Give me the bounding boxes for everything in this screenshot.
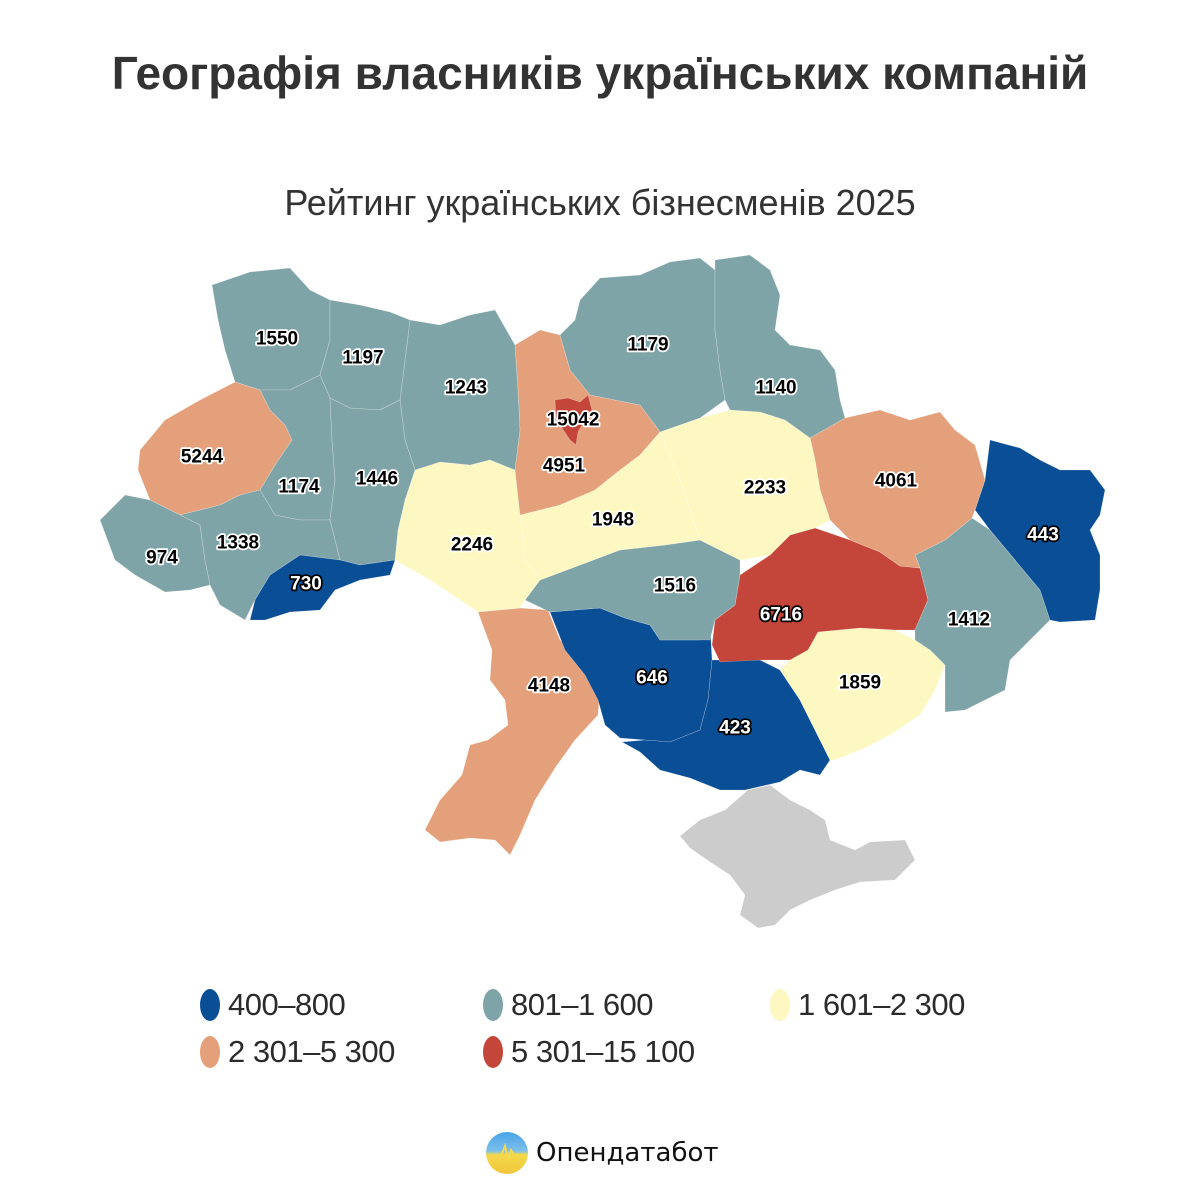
legend-item-2301-5300: 2 301–5 300 xyxy=(200,1032,395,1072)
legend-swatch-icon xyxy=(200,1036,220,1068)
region-chernihiv[interactable] xyxy=(559,257,726,433)
label-zakarpattia: 974 xyxy=(146,548,178,569)
label-donetsk: 1412 xyxy=(948,610,990,631)
label-chernivtsi: 730 xyxy=(290,574,322,595)
label-kyiv-city: 15042 xyxy=(547,410,600,431)
region-chernivtsi[interactable] xyxy=(249,554,396,621)
region-zaporizhzhia[interactable] xyxy=(779,627,946,761)
label-rivne: 1197 xyxy=(342,348,383,369)
label-khmelnytskyi: 1446 xyxy=(356,469,398,490)
label-odesa: 4148 xyxy=(528,676,570,697)
region-sumy[interactable] xyxy=(714,254,846,439)
region-dnipropetrovsk[interactable] xyxy=(711,527,929,663)
region-khmelnytskyi[interactable] xyxy=(329,397,416,566)
label-zhytomyr: 1243 xyxy=(445,378,487,399)
legend-swatch-icon xyxy=(200,989,220,1021)
legend-item-5301-15100: 5 301–15 100 xyxy=(483,1032,695,1072)
legend-swatch-icon xyxy=(483,1036,503,1068)
legend-item-1601-2300: 1 601–2 300 xyxy=(770,985,965,1025)
label-volyn: 1550 xyxy=(256,329,298,350)
legend-swatch-icon xyxy=(483,989,503,1021)
label-vinnytsia: 2246 xyxy=(451,535,493,556)
label-chernihiv: 1179 xyxy=(627,335,668,356)
legend-label: 1 601–2 300 xyxy=(798,987,965,1022)
label-poltava: 2233 xyxy=(744,478,786,499)
legend-label: 400–800 xyxy=(228,987,346,1022)
label-luhansk: 443 xyxy=(1027,525,1059,546)
legend-label: 5 301–15 100 xyxy=(511,1034,695,1069)
legend-swatch-icon xyxy=(770,989,790,1021)
label-dnipropetrovsk: 6716 xyxy=(760,605,802,626)
label-zaporizhzhia: 1859 xyxy=(839,673,881,694)
label-lviv: 5244 xyxy=(181,447,224,468)
legend-label: 2 301–5 300 xyxy=(228,1034,395,1069)
legend-item-801-1600: 801–1 600 xyxy=(483,985,654,1025)
label-ivano-frankivsk: 1338 xyxy=(217,533,259,554)
label-kyiv-oblast: 4951 xyxy=(543,456,586,477)
label-ternopil: 1174 xyxy=(278,477,320,498)
region-luhansk[interactable] xyxy=(974,439,1106,623)
region-kharkiv[interactable] xyxy=(809,409,986,569)
page-subtitle: Рейтинг українських бізнесменів 2025 xyxy=(284,182,916,223)
label-kirovohrad: 1516 xyxy=(654,576,696,597)
legend-item-400-800: 400–800 xyxy=(200,985,346,1025)
label-sumy: 1140 xyxy=(755,378,796,399)
label-kherson: 423 xyxy=(719,718,751,739)
brand-name: Опендатабот xyxy=(536,1138,719,1168)
ukraine-map: 1550 1197 1243 15042 4951 1179 1140 5244… xyxy=(99,254,1106,929)
label-kharkiv: 4061 xyxy=(875,471,918,492)
opendatabot-logo-icon xyxy=(486,1132,528,1174)
region-crimea[interactable] xyxy=(679,784,916,929)
brand-footer: Опендатабот xyxy=(486,1132,719,1174)
page-title: Географія власників українських компаній xyxy=(111,47,1089,99)
label-cherkasy: 1948 xyxy=(592,510,634,531)
region-kyiv-city[interactable] xyxy=(554,394,593,446)
label-mykolaiv: 646 xyxy=(636,668,668,689)
legend-label: 801–1 600 xyxy=(511,987,654,1022)
